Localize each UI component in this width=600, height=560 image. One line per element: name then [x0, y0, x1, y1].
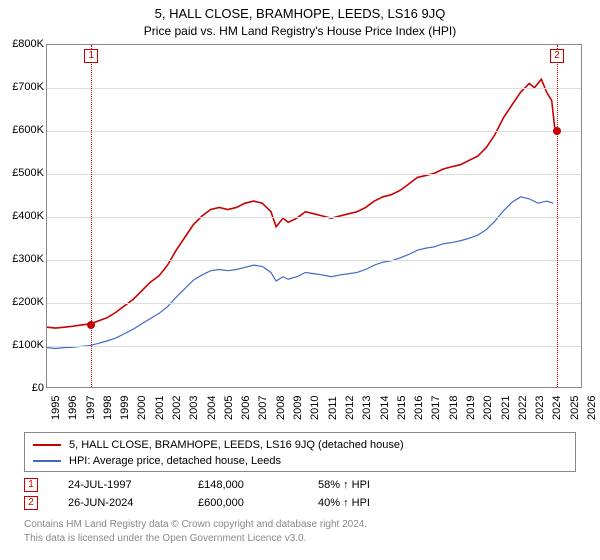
gridline — [47, 174, 581, 175]
x-tick-label: 2008 — [275, 396, 287, 420]
gridline — [47, 88, 581, 89]
x-tick-label: 2012 — [344, 396, 356, 420]
series-line — [47, 79, 555, 328]
gridline — [47, 303, 581, 304]
gridline — [47, 131, 581, 132]
y-tick-label: £600K — [4, 124, 44, 136]
x-tick-label: 2007 — [257, 396, 269, 420]
data-row-price: £148,000 — [198, 479, 318, 491]
y-tick-label: £700K — [4, 81, 44, 93]
x-tick-label: 2021 — [500, 396, 512, 420]
y-tick-label: £100K — [4, 339, 44, 351]
y-tick-label: £200K — [4, 296, 44, 308]
x-tick-label: 1996 — [67, 396, 79, 420]
marker-data-table: 1 24-JUL-1997£148,00058% ↑ HPI 2 26-JUN-202… — [24, 476, 576, 512]
legend-swatch — [33, 460, 61, 462]
x-tick-label: 2002 — [171, 396, 183, 420]
legend-item: HPI: Average price, detached house, Leed… — [33, 453, 567, 469]
gridline — [47, 260, 581, 261]
x-tick-label: 1998 — [102, 396, 114, 420]
data-row-date: 24-JUL-1997 — [68, 479, 198, 491]
x-tick-label: 2015 — [396, 396, 408, 420]
data-row: 2 26-JUN-2024£600,00040% ↑ HPI — [24, 494, 576, 512]
x-tick-label: 2024 — [551, 396, 563, 420]
footer-line1: Contains HM Land Registry data © Crown c… — [24, 518, 576, 532]
x-tick-label: 2017 — [430, 396, 442, 420]
x-tick-label: 2020 — [482, 396, 494, 420]
legend: 5, HALL CLOSE, BRAMHOPE, LEEDS, LS16 9JQ… — [24, 432, 576, 472]
x-tick-label: 2009 — [292, 396, 304, 420]
x-tick-label: 2013 — [361, 396, 373, 420]
data-row: 1 24-JUL-1997£148,00058% ↑ HPI — [24, 476, 576, 494]
x-tick-label: 1995 — [50, 396, 62, 420]
x-tick-label: 2006 — [240, 396, 252, 420]
x-tick-label: 2000 — [136, 396, 148, 420]
legend-label: 5, HALL CLOSE, BRAMHOPE, LEEDS, LS16 9JQ… — [69, 439, 404, 451]
footer-line2: This data is licensed under the Open Gov… — [24, 532, 576, 546]
chart-title: 5, HALL CLOSE, BRAMHOPE, LEEDS, LS16 9JQ — [0, 0, 600, 21]
x-tick-label: 2023 — [534, 396, 546, 420]
plot-area: 12 — [46, 44, 582, 388]
chart-subtitle: Price paid vs. HM Land Registry's House … — [0, 21, 600, 38]
x-tick-label: 1999 — [119, 396, 131, 420]
series-line — [47, 197, 553, 349]
x-tick-label: 1997 — [85, 396, 97, 420]
marker-number-box: 2 — [550, 49, 564, 63]
y-tick-label: £300K — [4, 253, 44, 265]
x-tick-label: 2016 — [413, 396, 425, 420]
series-svg — [47, 45, 581, 387]
x-tick-label: 2025 — [569, 396, 581, 420]
data-row-price: £600,000 — [198, 497, 318, 509]
y-tick-label: £500K — [4, 167, 44, 179]
legend-swatch — [33, 444, 61, 446]
x-tick-label: 2019 — [465, 396, 477, 420]
data-row-hpi: 58% ↑ HPI — [318, 479, 438, 491]
x-tick-label: 2005 — [223, 396, 235, 420]
x-tick-label: 2022 — [517, 396, 529, 420]
marker-dot — [553, 127, 561, 135]
marker-line — [91, 45, 92, 387]
legend-item: 5, HALL CLOSE, BRAMHOPE, LEEDS, LS16 9JQ… — [33, 437, 567, 453]
legend-label: HPI: Average price, detached house, Leed… — [69, 455, 281, 467]
y-tick-label: £400K — [4, 210, 44, 222]
data-row-hpi: 40% ↑ HPI — [318, 497, 438, 509]
x-tick-label: 2003 — [188, 396, 200, 420]
gridline — [47, 346, 581, 347]
data-row-date: 26-JUN-2024 — [68, 497, 198, 509]
x-tick-label: 2014 — [379, 396, 391, 420]
gridline — [47, 217, 581, 218]
chart-container: { "title": "5, HALL CLOSE, BRAMHOPE, LEE… — [0, 0, 600, 560]
y-tick-label: £0 — [4, 382, 44, 394]
x-tick-label: 2004 — [206, 396, 218, 420]
data-row-marker: 1 — [24, 478, 38, 492]
footer-attribution: Contains HM Land Registry data © Crown c… — [24, 518, 576, 545]
data-row-marker: 2 — [24, 496, 38, 510]
x-tick-label: 2010 — [309, 396, 321, 420]
y-tick-label: £800K — [4, 38, 44, 50]
x-tick-label: 2018 — [448, 396, 460, 420]
x-tick-label: 2011 — [327, 396, 339, 420]
x-tick-label: 2026 — [586, 396, 598, 420]
x-tick-label: 2001 — [154, 396, 166, 420]
marker-number-box: 1 — [84, 49, 98, 63]
marker-line — [557, 45, 558, 387]
